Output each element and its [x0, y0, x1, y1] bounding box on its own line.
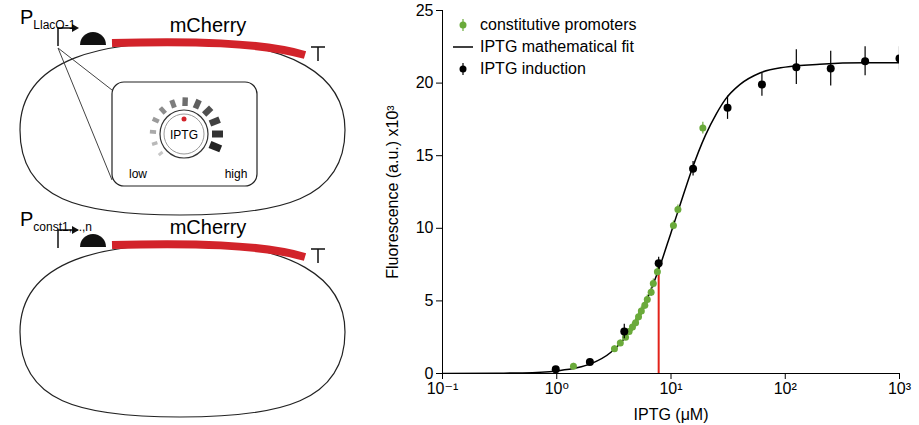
svg-text:25: 25 [416, 2, 434, 19]
svg-text:low: low [129, 167, 147, 181]
svg-text:10¹: 10¹ [659, 380, 682, 397]
html-text:IPTG mathematical fit: IPTG mathematical fit [480, 38, 634, 55]
svg-text:Fluorescence (a.u.) x10³: Fluorescence (a.u.) x10³ [384, 105, 401, 279]
svg-text:10⁻¹: 10⁻¹ [427, 380, 459, 397]
html-text:constitutive promoters: constitutive promoters [480, 16, 637, 33]
svg-text:20: 20 [416, 74, 434, 91]
svg-text:mCherry: mCherry [170, 14, 247, 36]
svg-text:10: 10 [416, 219, 434, 236]
svg-text:IPTG (μM): IPTG (μM) [634, 406, 709, 423]
svg-text:IPTG: IPTG [170, 128, 198, 142]
html-text:IPTG induction: IPTG induction [480, 60, 586, 77]
svg-text:10³: 10³ [888, 380, 912, 397]
svg-text:PLlacO-1: PLlacO-1 [20, 6, 76, 32]
svg-text:15: 15 [416, 147, 434, 164]
svg-text:5: 5 [425, 292, 434, 309]
svg-text:10⁰: 10⁰ [545, 380, 569, 397]
svg-text:high: high [225, 167, 248, 181]
svg-text:mCherry: mCherry [170, 216, 247, 238]
svg-text:Pconst1,...,n: Pconst1,...,n [20, 208, 92, 234]
svg-text:0: 0 [424, 364, 434, 382]
svg-text:10²: 10² [774, 380, 798, 397]
